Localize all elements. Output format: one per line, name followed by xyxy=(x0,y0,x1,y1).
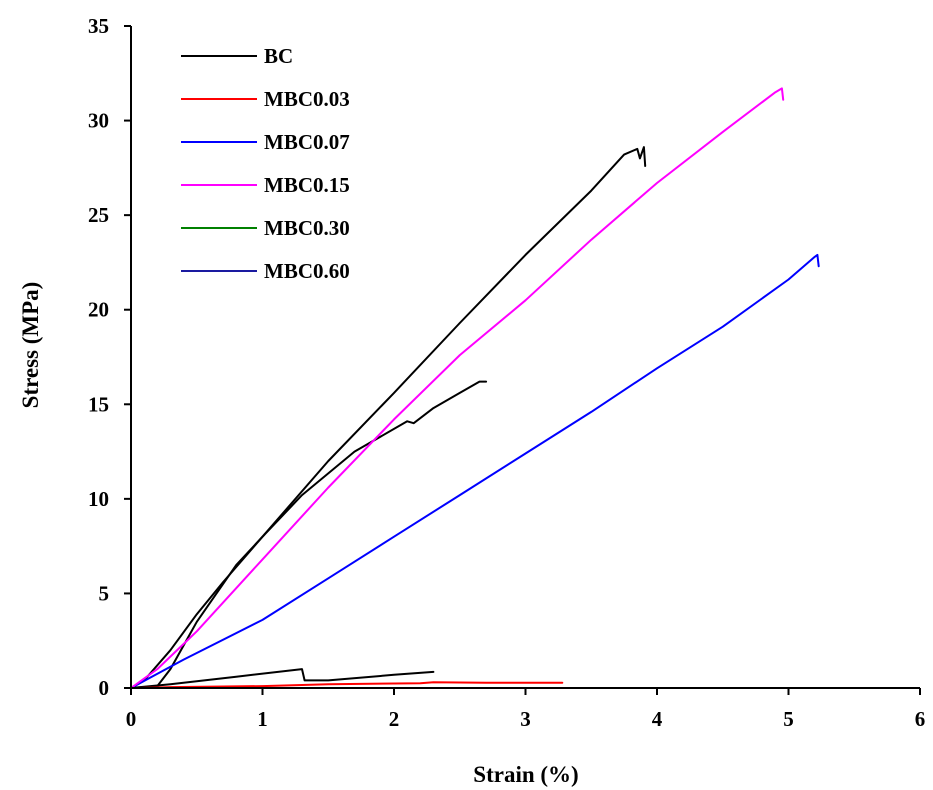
x-ticks: 0 1 2 3 4 5 6 xyxy=(126,688,926,731)
x-tick-label: 4 xyxy=(652,707,663,731)
x-axis-title: Strain (%) xyxy=(473,762,578,787)
y-ticks: 0 5 10 15 20 25 30 35 xyxy=(88,14,131,700)
series-layer xyxy=(130,87,820,689)
unlabeled-curve-1 xyxy=(130,668,435,689)
legend: BC MBC0.03 MBC0.07 MBC0.15 MBC0.30 MBC0.60 xyxy=(181,44,350,283)
legend-label-mbc0-30: MBC0.30 xyxy=(264,216,350,240)
series-line-mbc0-03 xyxy=(136,681,564,689)
legend-item-mbc0-03: MBC0.03 xyxy=(181,87,350,111)
x-tick-label: 6 xyxy=(915,707,926,731)
y-tick-label: 5 xyxy=(99,581,110,605)
legend-item-bc: BC xyxy=(181,44,293,68)
legend-label-mbc0-60: MBC0.60 xyxy=(264,259,350,283)
x-tick-label: 5 xyxy=(783,707,794,731)
y-tick-label: 15 xyxy=(88,392,109,416)
legend-label-mbc0-15: MBC0.15 xyxy=(264,173,350,197)
y-tick-label: 0 xyxy=(99,676,110,700)
legend-label-mbc0-07: MBC0.07 xyxy=(264,130,350,154)
y-tick-label: 25 xyxy=(88,203,109,227)
legend-item-mbc0-07: MBC0.07 xyxy=(181,130,350,154)
unlabeled-curve-0 xyxy=(130,380,488,689)
series-line-mbc0-07 xyxy=(130,253,820,689)
y-axis-title: Stress (MPa) xyxy=(18,282,43,409)
y-tick-label: 35 xyxy=(88,14,109,38)
legend-label-mbc0-03: MBC0.03 xyxy=(264,87,350,111)
y-tick-label: 30 xyxy=(88,109,109,133)
y-tick-label: 20 xyxy=(88,298,109,322)
x-tick-label: 0 xyxy=(126,707,137,731)
x-tick-label: 3 xyxy=(520,707,531,731)
series-line-bc xyxy=(130,146,647,689)
legend-item-mbc0-30: MBC0.30 xyxy=(181,216,350,240)
legend-item-mbc0-15: MBC0.15 xyxy=(181,173,350,197)
legend-item-mbc0-60: MBC0.60 xyxy=(181,259,350,283)
legend-label-bc: BC xyxy=(264,44,293,68)
x-tick-label: 1 xyxy=(257,707,268,731)
y-tick-label: 10 xyxy=(88,487,109,511)
plot-area: 0 5 10 15 20 25 30 35 0 1 2 3 4 5 6 xyxy=(88,14,925,731)
series-line-mbc0-15 xyxy=(130,87,785,689)
x-tick-label: 2 xyxy=(389,707,400,731)
